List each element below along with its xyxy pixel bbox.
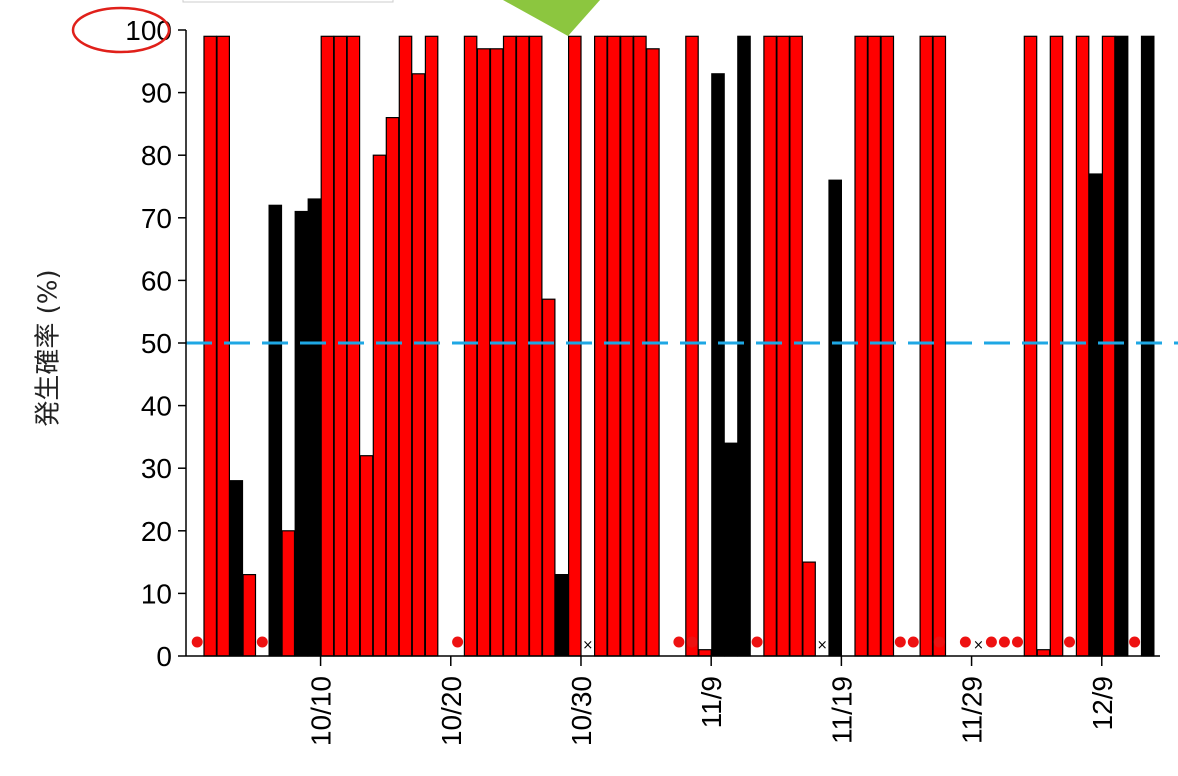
y-tick-label: 70 (141, 203, 172, 234)
y-tick-label: 40 (141, 391, 172, 422)
bar-46 (932, 35, 947, 657)
bar-47 (1023, 35, 1038, 657)
y-tick-label: 60 (141, 265, 172, 296)
bar-4 (242, 573, 257, 657)
bar-21 (502, 35, 517, 657)
bar-26 (567, 35, 582, 657)
y-tick-label: 90 (141, 78, 172, 109)
bar-1 (203, 35, 217, 657)
bar-40 (802, 561, 816, 657)
zero-markers-layer: × × × (191, 636, 1141, 653)
zero-dot-4 (673, 636, 685, 648)
cross-marker-1: × (582, 638, 593, 653)
y-tick-label: 30 (141, 453, 172, 484)
y-axis-label: 発生確率 (%) (33, 269, 64, 427)
callout-arrow (503, 0, 600, 36)
bar-22 (515, 35, 530, 657)
x-ticks: 10/10 10/20 10/30 11/9 11/19 11/29 12/9 (306, 656, 1118, 746)
bar-11 (346, 35, 361, 657)
zero-dot-12 (998, 636, 1010, 648)
zero-dot-14 (1064, 636, 1075, 648)
x-tick-label: 10/20 (436, 676, 467, 746)
bar-5 (268, 204, 283, 657)
bar-13 (372, 154, 387, 657)
bar-49 (1049, 35, 1064, 657)
x-tick-label: 12/9 (1087, 676, 1118, 731)
bar-37 (763, 35, 777, 657)
bar-53 (1114, 35, 1129, 657)
bar-25 (554, 573, 569, 657)
bar-31 (646, 48, 660, 657)
bar-54 (1140, 35, 1155, 657)
callout-box (182, 0, 394, 3)
zero-dot-13 (1012, 636, 1023, 648)
x-tick-label: 11/19 (826, 676, 857, 744)
bar-32 (685, 35, 699, 657)
y-tick-label: 80 (141, 140, 172, 171)
x-tick-label: 10/30 (566, 676, 597, 746)
zero-dot-3 (452, 636, 464, 648)
bar-30 (633, 35, 647, 657)
zero-dot-6 (751, 636, 763, 648)
x-tick-label: 11/9 (696, 676, 727, 728)
bar-23 (528, 35, 543, 657)
bar-39 (789, 35, 803, 657)
zero-dot-9 (933, 636, 945, 648)
zero-dot-7 (894, 636, 906, 648)
bar-42 (854, 35, 868, 657)
x-tick-label: 10/10 (306, 676, 337, 746)
bar-34 (711, 73, 725, 657)
bar-3 (229, 480, 244, 657)
bar-7 (294, 210, 309, 657)
bar-43 (867, 35, 881, 657)
cross-marker-2: × (817, 638, 828, 653)
zero-dot-2 (256, 636, 268, 648)
bar-52 (1101, 35, 1116, 657)
bar-6 (281, 530, 296, 657)
zero-dot-15 (1129, 636, 1141, 648)
bar-36 (737, 35, 751, 657)
y-tick-label: 20 (141, 516, 172, 547)
bar-16 (411, 73, 426, 657)
zero-dot-10 (959, 636, 971, 648)
zero-dot-11 (985, 636, 997, 648)
bar-9 (320, 35, 335, 657)
bar-24 (541, 298, 556, 657)
bar-27 (593, 35, 608, 657)
cross-marker-3: × (973, 638, 984, 653)
bar-45 (919, 35, 934, 657)
bar-41 (828, 179, 842, 657)
bar-44 (880, 35, 895, 657)
x-tick-label: 11/29 (957, 676, 988, 744)
bar-14 (385, 116, 400, 657)
bar-17 (424, 35, 439, 657)
bar-35 (724, 442, 738, 657)
zero-dot-1 (191, 636, 203, 648)
y-tick-label: 0 (156, 641, 172, 672)
bar-38 (776, 35, 790, 657)
bar-48 (1036, 649, 1051, 657)
bar-20 (489, 48, 504, 657)
zero-dot-5 (686, 636, 698, 648)
bar-19 (476, 48, 491, 657)
bar-10 (333, 35, 348, 657)
bar-29 (620, 35, 634, 657)
bar-33 (698, 649, 712, 657)
zero-dot-8 (907, 636, 919, 648)
bar-2 (216, 35, 230, 657)
bar-28 (606, 35, 621, 657)
y-tick-label: 10 (141, 578, 172, 609)
bar-51 (1088, 173, 1103, 657)
bar-12 (359, 455, 374, 657)
bar-8 (307, 198, 322, 657)
bar-50 (1075, 35, 1090, 657)
bar-15 (398, 35, 413, 657)
y-tick-label: 50 (141, 328, 172, 359)
bar-18 (463, 35, 478, 657)
bars-layer (203, 35, 1155, 657)
highlight-circle-100 (71, 6, 171, 54)
